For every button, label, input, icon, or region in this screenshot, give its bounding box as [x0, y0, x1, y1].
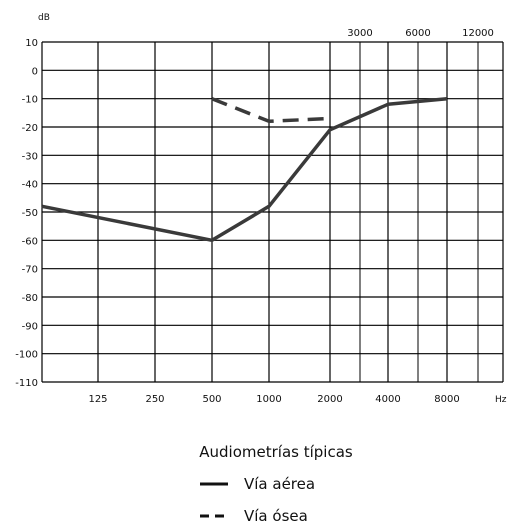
- series-line-via-aerea: [41, 96, 448, 243]
- legend-label-via-aerea: Vía aérea: [244, 475, 315, 493]
- x-tick-label: 250: [145, 394, 164, 405]
- y-tick-label: -90: [22, 321, 38, 332]
- x-top-tick-label: 3000: [347, 28, 372, 39]
- x-tick-label: 500: [202, 394, 221, 405]
- y-tick-label: -10: [22, 95, 38, 106]
- x-tick-label: 4000: [375, 394, 400, 405]
- y-tick-label: -40: [22, 180, 38, 191]
- y-tick-label: 10: [25, 38, 38, 49]
- y-tick-labels: 10 0 -10 -20 -30 -40 -50 -60 -70 -80 -90 -100 -110: [15, 38, 38, 389]
- x-tick-labels-bottom: 125 250 500 1000 2000 4000 8000: [88, 394, 459, 405]
- x-tick-labels-top: 3000 6000 12000: [347, 28, 494, 39]
- legend-label-via-osea: Vía ósea: [244, 507, 308, 524]
- x-tick-label: 8000: [434, 394, 459, 405]
- x-tick-label: 125: [88, 394, 107, 405]
- y-tick-label: -30: [22, 151, 38, 162]
- y-tick-label: -110: [15, 378, 38, 389]
- y-axis-unit-label: dB: [38, 13, 50, 23]
- y-tick-label: -70: [22, 265, 38, 276]
- x-tick-label: 1000: [256, 394, 281, 405]
- grid: [41, 41, 504, 383]
- y-tick-label: -80: [22, 293, 38, 304]
- x-top-tick-label: 12000: [462, 28, 494, 39]
- x-tick-label: 2000: [317, 394, 342, 405]
- y-tick-label: -100: [15, 350, 38, 361]
- y-tick-label: 0: [32, 66, 38, 77]
- y-tick-label: -20: [22, 123, 38, 134]
- series-lines: [41, 96, 448, 243]
- y-tick-label: -60: [22, 236, 38, 247]
- y-tick-label: -50: [22, 208, 38, 219]
- legend: Audiometrías típicas Vía aérea Vía ósea: [199, 443, 353, 524]
- legend-title: Audiometrías típicas: [199, 443, 353, 461]
- series-line-via-osea: [211, 97, 331, 124]
- x-axis-unit-label: Hz: [495, 395, 507, 405]
- x-top-tick-label: 6000: [405, 28, 430, 39]
